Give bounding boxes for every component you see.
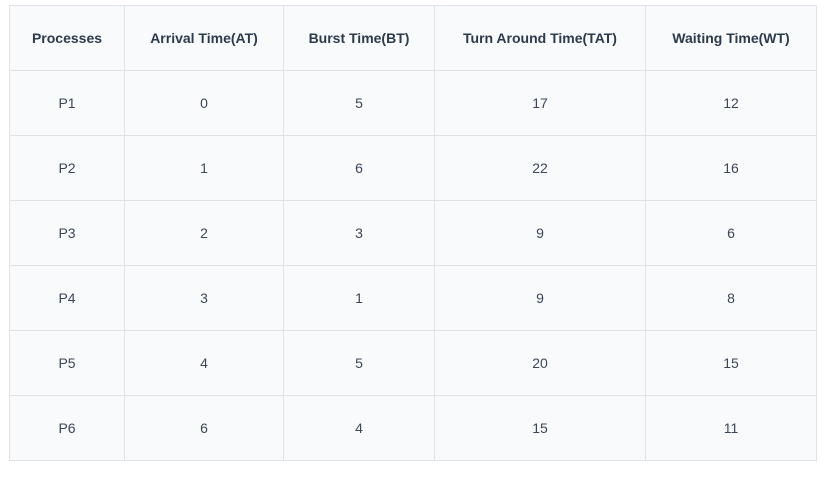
- cell-turn-around-time: 20: [434, 330, 646, 396]
- cell-waiting-time: 16: [645, 135, 817, 201]
- cell-waiting-time: 15: [645, 330, 817, 396]
- cell-burst-time: 5: [283, 330, 435, 396]
- cell-waiting-time: 12: [645, 70, 817, 136]
- cell-process: P3: [9, 200, 125, 266]
- cell-burst-time: 4: [283, 395, 435, 461]
- cell-process: P5: [9, 330, 125, 396]
- table-row: P1 0 5 17 12: [9, 70, 817, 136]
- process-scheduling-table: Processes Arrival Time(AT) Burst Time(BT…: [9, 5, 817, 461]
- cell-waiting-time: 11: [645, 395, 817, 461]
- table-row: P2 1 6 22 16: [9, 135, 817, 201]
- cell-turn-around-time: 17: [434, 70, 646, 136]
- cell-process: P1: [9, 70, 125, 136]
- cell-turn-around-time: 9: [434, 265, 646, 331]
- table-row: P4 3 1 9 8: [9, 265, 817, 331]
- cell-arrival-time: 6: [124, 395, 284, 461]
- cell-burst-time: 1: [283, 265, 435, 331]
- cell-turn-around-time: 9: [434, 200, 646, 266]
- cell-arrival-time: 3: [124, 265, 284, 331]
- table-row: P6 6 4 15 11: [9, 395, 817, 461]
- header-burst-time: Burst Time(BT): [283, 5, 435, 71]
- cell-arrival-time: 4: [124, 330, 284, 396]
- cell-waiting-time: 6: [645, 200, 817, 266]
- cell-process: P6: [9, 395, 125, 461]
- cell-arrival-time: 0: [124, 70, 284, 136]
- table-row: P3 2 3 9 6: [9, 200, 817, 266]
- table-body: P1 0 5 17 12 P2 1 6 22 16 P3 2 3 9 6 P4 …: [9, 70, 817, 461]
- cell-turn-around-time: 15: [434, 395, 646, 461]
- cell-burst-time: 5: [283, 70, 435, 136]
- header-row: Processes Arrival Time(AT) Burst Time(BT…: [9, 5, 817, 71]
- cell-process: P2: [9, 135, 125, 201]
- cell-burst-time: 6: [283, 135, 435, 201]
- cell-waiting-time: 8: [645, 265, 817, 331]
- header-arrival-time: Arrival Time(AT): [124, 5, 284, 71]
- cell-arrival-time: 2: [124, 200, 284, 266]
- table-row: P5 4 5 20 15: [9, 330, 817, 396]
- cell-burst-time: 3: [283, 200, 435, 266]
- table-header: Processes Arrival Time(AT) Burst Time(BT…: [9, 5, 817, 71]
- cell-process: P4: [9, 265, 125, 331]
- header-turn-around-time: Turn Around Time(TAT): [434, 5, 646, 71]
- header-waiting-time: Waiting Time(WT): [645, 5, 817, 71]
- header-processes: Processes: [9, 5, 125, 71]
- cell-turn-around-time: 22: [434, 135, 646, 201]
- cell-arrival-time: 1: [124, 135, 284, 201]
